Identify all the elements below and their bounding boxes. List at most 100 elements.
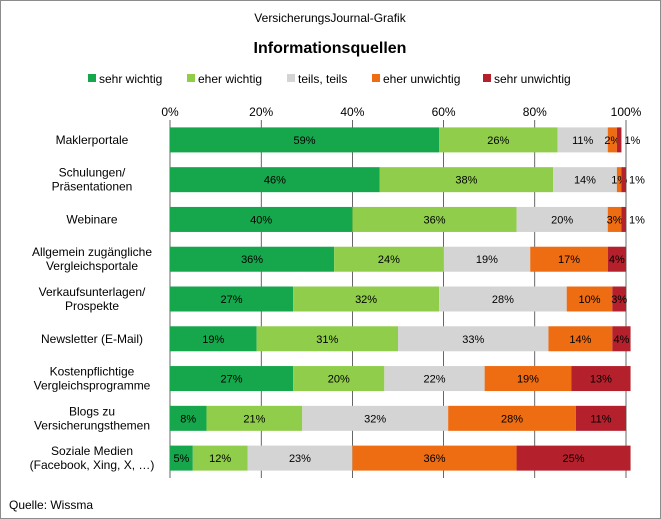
bar-3-1 [334,246,444,272]
data-label-5-0: 19% [202,334,224,346]
data-label-6-0: 27% [221,374,243,386]
category-labels: Maklerportale Schulungen/Präsentationen We… [30,133,155,472]
data-label-4-2: 28% [492,294,514,306]
bar-7-2 [302,405,449,431]
bar-0-1 [439,127,558,153]
legend: sehr wichtig eher wichtig teils, teils eher… [88,72,571,86]
bar-6-3 [484,366,572,392]
data-label-0-0: 59% [294,135,316,147]
bar-2-2 [516,206,608,232]
data-label-5-3: 14% [569,334,591,346]
bar-8-2 [247,445,353,471]
source-note: Quelle: Wissma [9,498,93,512]
data-label-8-4: 25% [563,453,585,465]
bar-8-1 [192,445,248,471]
legend-swatch-2 [287,74,295,82]
legend-swatch-0 [88,74,96,82]
source-line: VersicherungsJournal-Grafik [254,11,406,25]
data-label-6-4: 13% [590,374,612,386]
bar-2-0 [170,206,353,232]
bar-7-1 [206,405,303,431]
bar-8-0 [170,445,193,471]
data-label-7-0: 8% [180,413,196,425]
category-label-2: Webinare [66,212,117,226]
bar-1-1 [379,167,554,193]
data-label-5-4: 4% [613,334,629,346]
data-label-1-0: 46% [264,175,286,187]
data-label-8-1: 12% [209,453,231,465]
bar-2-1 [352,206,517,232]
legend-label-0: sehr wichtig [99,72,162,86]
x-tick-label-2: 40% [340,105,364,119]
x-tick-label-3: 60% [432,105,456,119]
data-label-0-3: 2% [604,135,620,147]
data-label-1-2: 14% [574,175,596,187]
data-label-4-4: 3% [611,294,627,306]
data-label-3-0: 36% [241,254,263,266]
data-label-4-3: 10% [579,294,601,306]
data-label-7-2: 32% [364,413,386,425]
bar-3-0 [170,246,335,272]
data-label-2-1: 36% [423,214,445,226]
data-label-6-1: 20% [328,374,350,386]
category-label-7: Blogs zu Versicherungsthemen [34,404,150,432]
bar-7-0 [170,405,207,431]
bar-1-3 [616,167,622,193]
legend-label-4: sehr unwichtig [494,72,571,86]
chart-title: Informationsquellen [254,40,407,57]
data-label-3-1: 24% [378,254,400,266]
data-label-1-4: 1% [629,175,645,187]
bar-0-4 [616,127,622,153]
bar-2-3 [607,206,622,232]
data-label-0-2: 11% [572,135,593,147]
data-label-8-3: 36% [423,453,445,465]
data-label-2-2: 20% [551,214,573,226]
data-label-8-0: 5% [173,453,189,465]
bar-3-3 [530,246,608,272]
category-label-5: Newsletter (E-Mail) [41,332,143,346]
legend-label-2: teils, teils [298,72,347,86]
bar-3-4 [607,246,626,272]
bar-6-4 [571,366,631,392]
bar-4-3 [566,286,613,312]
bar-0-3 [607,127,617,153]
category-label-6: Kostenpflichtige Vergleichsprogramme [34,365,151,393]
bar-3-2 [443,246,531,272]
data-label-3-3: 17% [558,254,580,266]
data-label-2-0: 40% [250,214,272,226]
legend-swatch-1 [187,74,195,82]
legend-label-3: eher unwichtig [383,72,460,86]
bars: 59% 26% 11% 2% 1%46% 38% 14% 1% 1%40% 36% 20% 3% 1%3… [170,127,645,471]
data-label-0-1: 26% [487,135,509,147]
bar-5-2 [398,326,549,352]
data-label-7-4: 11% [590,413,611,425]
bar-8-3 [352,445,517,471]
category-label-3: Allgemein zugängliche Vergleichsportale [32,245,152,273]
bar-6-2 [384,366,485,392]
bar-8-4 [516,445,631,471]
bar-7-3 [448,405,576,431]
category-label-0: Maklerportale [56,133,129,147]
bar-1-0 [170,167,380,193]
bar-4-4 [612,286,626,312]
data-label-6-2: 22% [423,374,445,386]
x-tick-label-0: 0% [161,105,179,119]
legend-label-1: eher wichtig [198,72,262,86]
bar-7-4 [575,405,626,431]
bar-5-1 [256,326,398,352]
x-tick-label-1: 20% [249,105,273,119]
data-label-3-4: 4% [609,254,625,266]
data-label-5-1: 31% [316,334,338,346]
bar-6-0 [170,366,294,392]
data-label-0-4: 1% [624,135,640,147]
data-label-4-1: 32% [355,294,377,306]
bar-5-4 [612,326,631,352]
data-label-7-1: 21% [243,413,265,425]
bar-2-4 [621,206,626,232]
bar-0-2 [557,127,608,153]
legend-swatch-4 [483,74,491,82]
category-label-4: Verkaufsunterlagen/Prospekte [39,285,146,313]
bar-6-1 [293,366,385,392]
bar-1-4 [621,167,626,193]
